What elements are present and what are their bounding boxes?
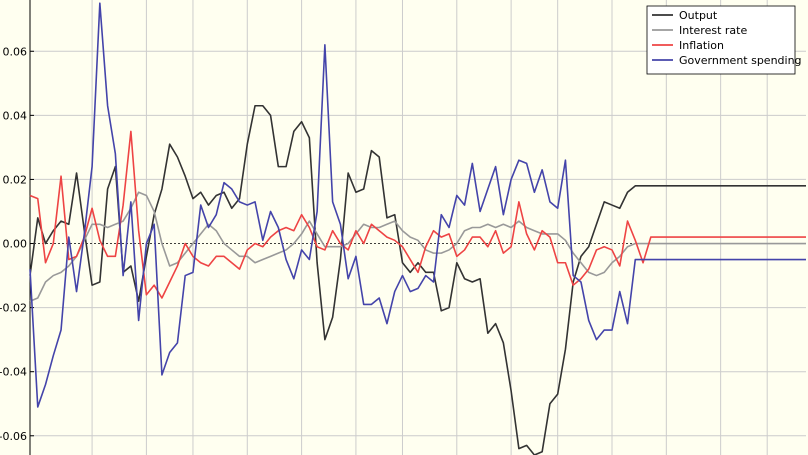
y-axis: -0.06 -0.04 -0.02 0.00 0.02 0.04 0.06 [0,45,34,443]
legend-label: Government spending [679,54,802,67]
legend-label: Inflation [679,39,724,52]
series-line-interest-rate [29,191,806,302]
y-tick-label: 0.06 [3,45,28,58]
series-line-inflation [29,130,806,299]
y-tick-label: -0.02 [0,302,27,315]
legend-label: Interest rate [679,24,747,37]
y-tick-label: 0.02 [3,173,28,186]
legend-box [646,5,796,75]
series-line-government-spending [29,2,806,408]
y-tick-label: 0.04 [3,109,28,122]
y-tick-label: -0.04 [0,366,27,379]
legend: Output Interest rate Inflation Government s… [646,5,802,75]
y-tick-label: 0.00 [3,238,28,251]
series-lines [29,2,806,455]
y-tick-label: -0.06 [0,430,27,443]
legend-label: Output [679,9,718,22]
series-line-output [29,104,806,455]
